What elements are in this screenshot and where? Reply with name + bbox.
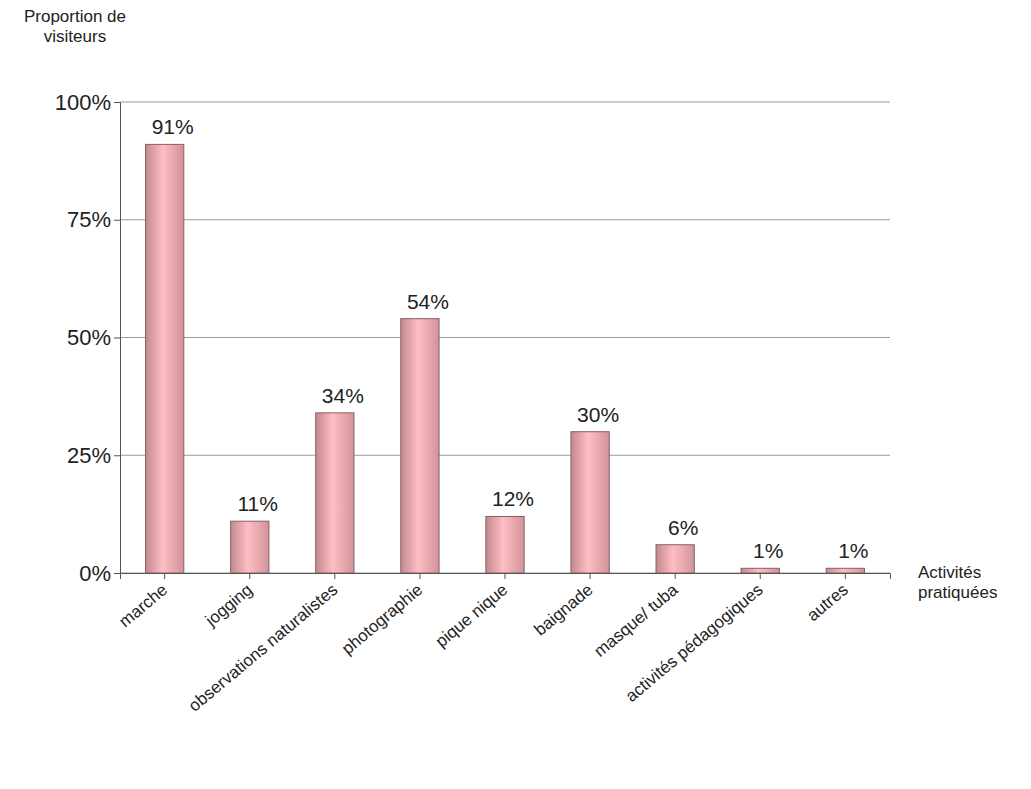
y-tick-mark bbox=[114, 220, 120, 221]
data-label: 34% bbox=[322, 384, 364, 407]
bar bbox=[741, 568, 779, 573]
data-label: 6% bbox=[668, 516, 698, 539]
x-tick: baignade bbox=[531, 573, 597, 640]
data-label: 91% bbox=[152, 115, 194, 138]
grid-line bbox=[120, 102, 890, 103]
x-axis-title: Activitéspratiquées bbox=[918, 563, 997, 602]
bar bbox=[401, 319, 439, 573]
y-tick-label: 100% bbox=[55, 90, 111, 115]
y-tick: 75% bbox=[67, 207, 120, 232]
y-tick-mark bbox=[114, 338, 120, 339]
y-tick: 0% bbox=[79, 561, 120, 586]
x-tick-label: activités pédagogiques bbox=[622, 580, 767, 706]
y-tick-mark bbox=[114, 102, 120, 103]
data-label: 11% bbox=[238, 492, 278, 515]
bar bbox=[486, 516, 524, 573]
chart: 0% 25% 50% 75% 100% marche joggingobservations… bbox=[0, 0, 1031, 789]
bar bbox=[656, 545, 694, 573]
x-tick: jogging bbox=[201, 573, 256, 631]
x-tick-label: autres bbox=[803, 580, 851, 625]
bars bbox=[146, 144, 865, 573]
y-tick: 100% bbox=[55, 90, 120, 115]
x-tick-mark bbox=[164, 573, 165, 579]
data-label: 30% bbox=[577, 403, 619, 426]
x-tick-label: baignade bbox=[531, 580, 597, 640]
x-tick-label: marche bbox=[115, 580, 171, 631]
x-tick-label: observations naturalistes bbox=[185, 580, 341, 715]
bar bbox=[316, 413, 354, 573]
y-axis-title: Proportion devisiteurs bbox=[24, 7, 126, 46]
plot: 0% 25% 50% 75% 100% marche joggingobservations… bbox=[55, 90, 891, 716]
data-label: 1% bbox=[838, 539, 868, 562]
y-tick: 50% bbox=[67, 325, 120, 350]
x-tick-label: masque/ tuba bbox=[590, 580, 682, 661]
y-axis: 0% 25% 50% 75% 100% bbox=[55, 90, 121, 586]
x-tick: photographie bbox=[338, 573, 426, 658]
grid-line bbox=[120, 455, 890, 456]
x-tick-label: jogging bbox=[201, 580, 256, 630]
data-label: 1% bbox=[753, 539, 783, 562]
grid-line bbox=[120, 337, 890, 338]
data-label: 54% bbox=[407, 290, 449, 313]
y-axis-line bbox=[114, 103, 121, 574]
x-tick-mark bbox=[675, 573, 676, 579]
x-tick: autres bbox=[803, 573, 851, 625]
x-tick-mark bbox=[760, 573, 761, 579]
bar bbox=[146, 144, 184, 573]
bar bbox=[231, 521, 269, 573]
x-tick: pique nique bbox=[432, 573, 512, 651]
y-tick-label: 25% bbox=[67, 443, 111, 468]
y-tick-label: 50% bbox=[67, 325, 111, 350]
y-tick-mark bbox=[114, 573, 120, 574]
y-tick: 25% bbox=[67, 443, 120, 468]
grid bbox=[120, 102, 890, 573]
x-tick-label: pique nique bbox=[432, 580, 512, 651]
x-axis-line bbox=[121, 574, 891, 580]
x-tick-mark bbox=[590, 573, 591, 579]
x-tick: masque/ tuba bbox=[590, 573, 682, 661]
x-tick-mark bbox=[249, 573, 250, 579]
x-tick-mark bbox=[845, 573, 846, 579]
x-tick: observations naturalistes bbox=[185, 573, 341, 715]
bar bbox=[826, 568, 864, 573]
x-axis: marche joggingobservations naturalistesph… bbox=[115, 573, 890, 715]
x-tick-label: photographie bbox=[338, 580, 426, 658]
data-labels: 91% 11% 34% 54% 12% 30% 6% 1% 1% bbox=[152, 115, 869, 562]
x-tick: marche bbox=[115, 573, 171, 631]
x-tick-mark bbox=[505, 573, 506, 579]
grid-line bbox=[120, 219, 890, 220]
y-tick-label: 75% bbox=[67, 207, 111, 232]
data-label: 12% bbox=[492, 487, 534, 510]
bar bbox=[571, 432, 609, 573]
y-tick-mark bbox=[114, 455, 120, 456]
x-tick-mark bbox=[334, 573, 335, 579]
y-tick-label: 0% bbox=[79, 561, 111, 586]
x-tick-mark bbox=[419, 573, 420, 579]
x-tick: activités pédagogiques bbox=[622, 573, 767, 706]
